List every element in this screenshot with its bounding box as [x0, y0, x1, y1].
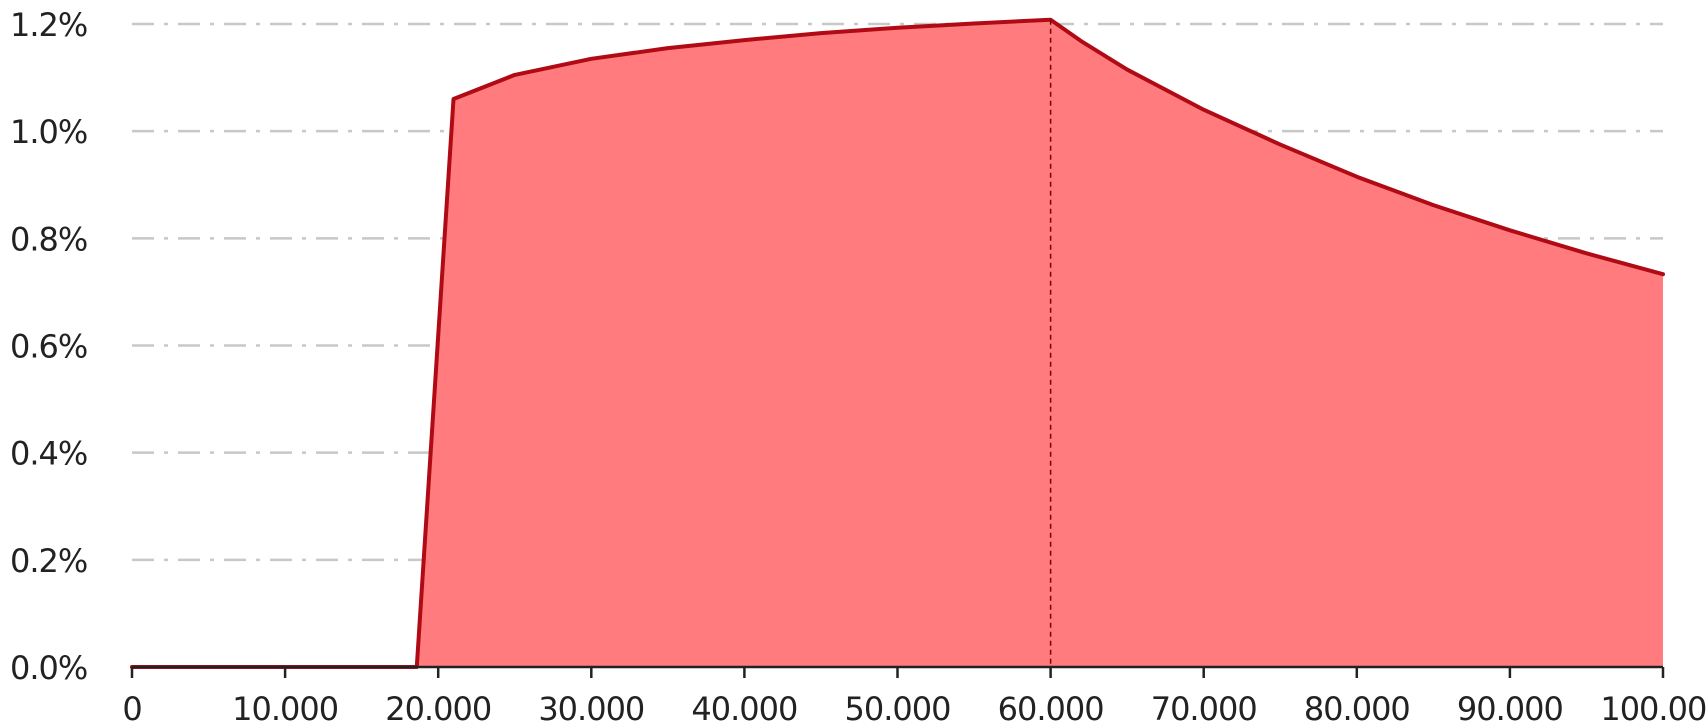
x-tick-label: 20.000 [385, 690, 491, 725]
y-tick-label: 0.4% [10, 435, 87, 473]
y-tick-labels: 0.0% 0.2% 0.4% 0.6% 0.8% 1.0% 1.2% [10, 6, 88, 687]
x-tick-label: 10.000 [232, 690, 338, 725]
x-tick-labels: 0 10.000 20.000 30.000 40.000 50.000 60.000 70.… [122, 690, 1707, 725]
x-tick-label: 70.000 [1151, 690, 1257, 725]
y-tick-label: 0.6% [10, 328, 87, 366]
x-tick-label: 90.000 [1457, 690, 1563, 725]
x-tick-label: 0 [122, 690, 141, 725]
axis-layer [130, 665, 1665, 678]
area-fill [132, 19, 1663, 667]
x-tick-label: 60.000 [998, 690, 1104, 725]
x-tick-label: 50.000 [845, 690, 951, 725]
area-layer [130, 17, 1665, 669]
y-tick-label: 0.8% [10, 220, 87, 258]
y-tick-label: 1.0% [10, 113, 87, 151]
x-tick-label: 80.000 [1304, 690, 1410, 725]
series-line [130, 17, 1665, 669]
y-tick-label: 0.2% [10, 542, 87, 580]
x-tick-label: 30.000 [538, 690, 644, 725]
y-tick-label: 1.2% [10, 6, 87, 44]
x-tick-label: 40.000 [691, 690, 797, 725]
y-tick-label: 0.0% [10, 649, 87, 687]
x-tick-label: 100.000 [1600, 690, 1707, 725]
